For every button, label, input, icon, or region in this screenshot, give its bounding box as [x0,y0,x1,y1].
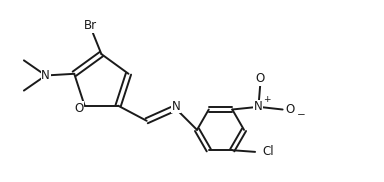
Text: N: N [41,69,50,82]
Text: O: O [285,103,295,116]
Text: Cl: Cl [263,145,274,158]
Text: N: N [172,100,180,113]
Text: −: − [297,110,305,120]
Text: O: O [74,102,83,115]
Text: O: O [255,72,265,85]
Text: +: + [263,95,271,104]
Text: N: N [254,100,263,113]
Text: Br: Br [84,19,97,32]
